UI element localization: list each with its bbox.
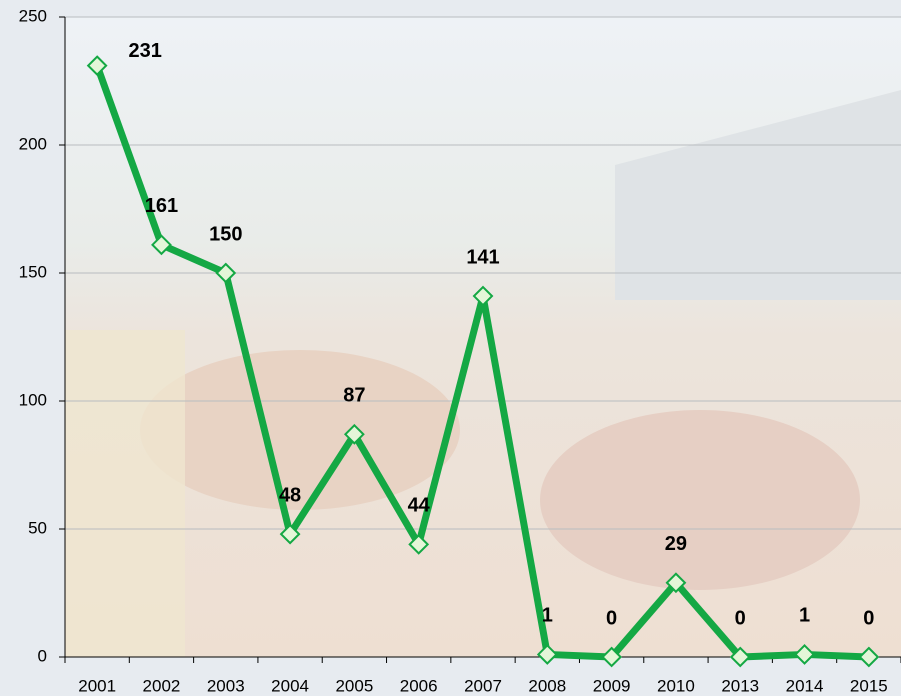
- value-label: 1: [542, 605, 553, 627]
- value-label: 0: [863, 607, 874, 629]
- point-marker: [858, 646, 880, 668]
- value-label: 44: [408, 495, 431, 517]
- value-label: 161: [145, 195, 178, 217]
- cow-shape: [540, 410, 860, 590]
- x-tick-label: 2006: [400, 676, 438, 695]
- point-marker: [472, 285, 494, 307]
- point-marker: [665, 572, 687, 594]
- value-label: 141: [466, 246, 499, 268]
- x-tick-label: 2001: [78, 676, 116, 695]
- value-label: 87: [343, 385, 365, 407]
- y-tick-label: 50: [28, 518, 47, 537]
- x-tick-label: 2004: [271, 676, 309, 695]
- point-marker: [279, 523, 301, 545]
- value-label: 0: [735, 607, 746, 629]
- x-tick-label: 2008: [528, 676, 566, 695]
- value-label: 48: [279, 484, 301, 506]
- x-tick-label: 2005: [335, 676, 373, 695]
- hay-shape: [65, 330, 185, 657]
- barn-shape: [615, 90, 901, 300]
- x-tick-label: 2013: [721, 676, 759, 695]
- point-marker: [729, 646, 751, 668]
- value-label: 231: [128, 40, 161, 62]
- point-marker: [86, 55, 108, 77]
- point-marker: [536, 644, 558, 665]
- x-tick-label: 2010: [657, 676, 695, 695]
- y-tick-label: 150: [19, 262, 47, 281]
- y-tick-label: 200: [19, 134, 47, 153]
- y-tick-label: 0: [38, 646, 47, 665]
- x-tick-label: 2014: [786, 676, 824, 695]
- value-label: 29: [665, 533, 687, 555]
- value-label: 150: [209, 223, 242, 245]
- point-marker: [601, 646, 623, 668]
- point-marker: [151, 234, 172, 256]
- x-tick-label: 2007: [464, 676, 502, 695]
- value-label: 0: [606, 607, 617, 629]
- y-tick-label: 100: [19, 390, 47, 409]
- y-tick-label: 250: [19, 6, 47, 25]
- x-tick-label: 2002: [143, 676, 181, 695]
- point-marker: [408, 533, 430, 555]
- point-marker: [343, 423, 365, 445]
- cow-shape: [140, 350, 460, 510]
- value-label: 1: [799, 605, 810, 627]
- point-marker: [794, 644, 815, 665]
- x-tick-label: 2009: [593, 676, 631, 695]
- x-tick-label: 2015: [850, 676, 888, 695]
- x-tick-label: 2003: [207, 676, 245, 695]
- point-marker: [215, 262, 237, 284]
